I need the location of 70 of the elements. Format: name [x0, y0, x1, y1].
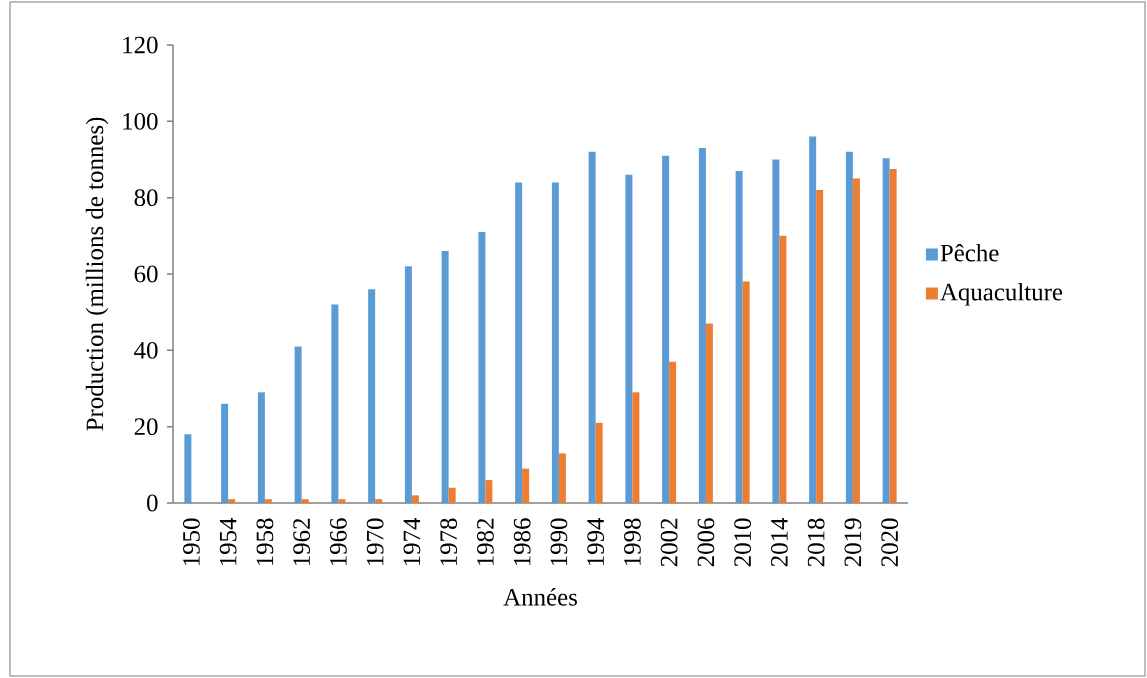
bar	[882, 158, 890, 503]
bar	[257, 392, 265, 503]
bar	[816, 190, 824, 503]
x-tick-label: 2014	[770, 517, 788, 567]
bar	[368, 289, 376, 503]
bar	[448, 487, 456, 503]
bar	[441, 251, 449, 503]
bar	[558, 453, 566, 503]
bar	[294, 346, 302, 503]
bar	[845, 151, 853, 503]
y-tick-label: 60	[134, 265, 158, 283]
x-tick-label: 1950	[182, 518, 200, 566]
y-tick-label: 0	[147, 494, 158, 512]
bar	[625, 174, 633, 503]
legend-label: Aquaculture	[940, 283, 1063, 306]
bar	[264, 499, 272, 503]
bar	[662, 155, 670, 503]
bar	[852, 178, 860, 503]
legend-label: Pêche	[940, 243, 999, 262]
x-tick-label: 1970	[366, 518, 384, 566]
bar	[184, 434, 192, 503]
y-tick-label: 40	[134, 341, 158, 359]
bar	[889, 169, 897, 503]
bar	[705, 323, 713, 503]
x-tick-label: 1990	[550, 518, 568, 566]
x-tick-label: 1974	[403, 517, 421, 566]
bar	[478, 232, 486, 503]
x-tick-label: 1978	[440, 518, 458, 566]
bar	[404, 266, 412, 503]
bar	[742, 281, 750, 503]
bar	[338, 499, 346, 503]
x-tick-label: 1986	[513, 518, 531, 566]
x-tick-label: 2019	[844, 518, 862, 567]
x-tick-label: 2002	[660, 518, 678, 567]
bar	[735, 170, 743, 503]
bar	[779, 235, 787, 503]
bar	[221, 403, 229, 503]
x-tick-label: 1966	[330, 518, 347, 566]
y-axis-title: Production (millions de tonnes)	[85, 117, 109, 431]
bar	[772, 159, 780, 503]
x-tick-label: 2006	[697, 518, 715, 567]
bar	[485, 480, 493, 503]
x-tick-label: 1982	[476, 518, 494, 566]
x-tick-label: 1958	[256, 518, 274, 566]
x-tick-label: 1994	[587, 517, 605, 566]
y-tick-label: 100	[123, 112, 158, 130]
bar	[411, 495, 419, 503]
x-tick-label: 2010	[734, 518, 752, 567]
x-tick-label: 1962	[293, 518, 311, 566]
bar	[228, 499, 236, 503]
bar	[551, 182, 559, 503]
bar	[669, 361, 677, 503]
x-tick-label: 1998	[623, 518, 641, 566]
x-axis-title: Années	[503, 588, 577, 606]
y-tick-label: 20	[134, 418, 158, 436]
y-tick-label: 80	[134, 189, 158, 207]
bar	[632, 392, 640, 503]
bar	[331, 304, 339, 503]
bar	[522, 468, 530, 503]
bar	[375, 499, 383, 503]
bar	[698, 148, 706, 503]
bar	[809, 136, 817, 503]
bar	[595, 422, 603, 503]
x-tick-label: 2020	[881, 518, 899, 567]
x-tick-label: 2018	[807, 518, 825, 567]
bar	[301, 499, 309, 503]
x-tick-label: 1954	[219, 517, 237, 566]
y-tick-label: 120	[123, 36, 158, 54]
bar	[588, 151, 596, 503]
bar	[515, 182, 523, 503]
